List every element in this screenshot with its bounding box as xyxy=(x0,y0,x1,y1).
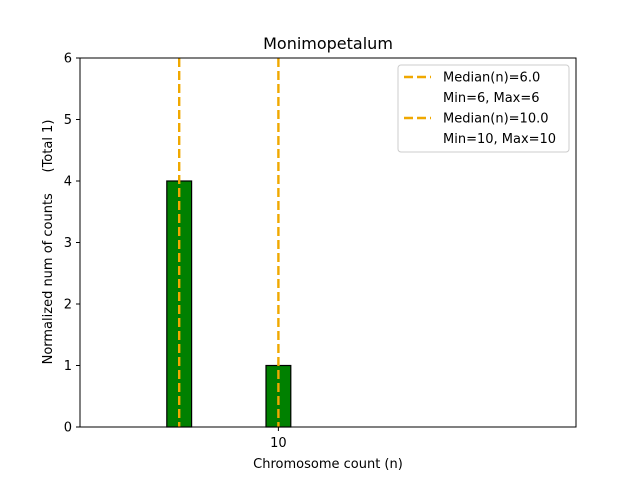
legend: Median(n)=6.0 Min=6, Max=6 Median(n)=10.0 M… xyxy=(397,64,570,153)
y-tick-label: 6 xyxy=(64,52,72,67)
axes: 0 1 2 3 4 5 6 10 xyxy=(64,52,287,452)
plot-area xyxy=(166,58,292,428)
legend-label-2: Median(n)=10.0 xyxy=(443,112,549,127)
y-tick-label: 3 xyxy=(64,236,72,251)
y-tick-label: 5 xyxy=(64,113,72,128)
y-tick-label: 2 xyxy=(64,298,72,313)
y-tick-label: 1 xyxy=(64,359,72,374)
x-axis-label: Chromosome count (n) xyxy=(253,457,403,472)
legend-range-1: Min=6, Max=6 xyxy=(443,91,540,106)
x-tick-label: 10 xyxy=(270,436,287,451)
y-axis-label: Normalized num of counts (Total 1) xyxy=(41,120,56,365)
legend-box xyxy=(397,64,570,153)
legend-label-1: Median(n)=6.0 xyxy=(443,71,540,86)
y-tick-label: 4 xyxy=(64,175,72,190)
y-tick-label: 0 xyxy=(64,421,72,436)
legend-range-2: Min=10, Max=10 xyxy=(443,132,556,147)
chart-title: Monimopetalum xyxy=(263,34,393,53)
